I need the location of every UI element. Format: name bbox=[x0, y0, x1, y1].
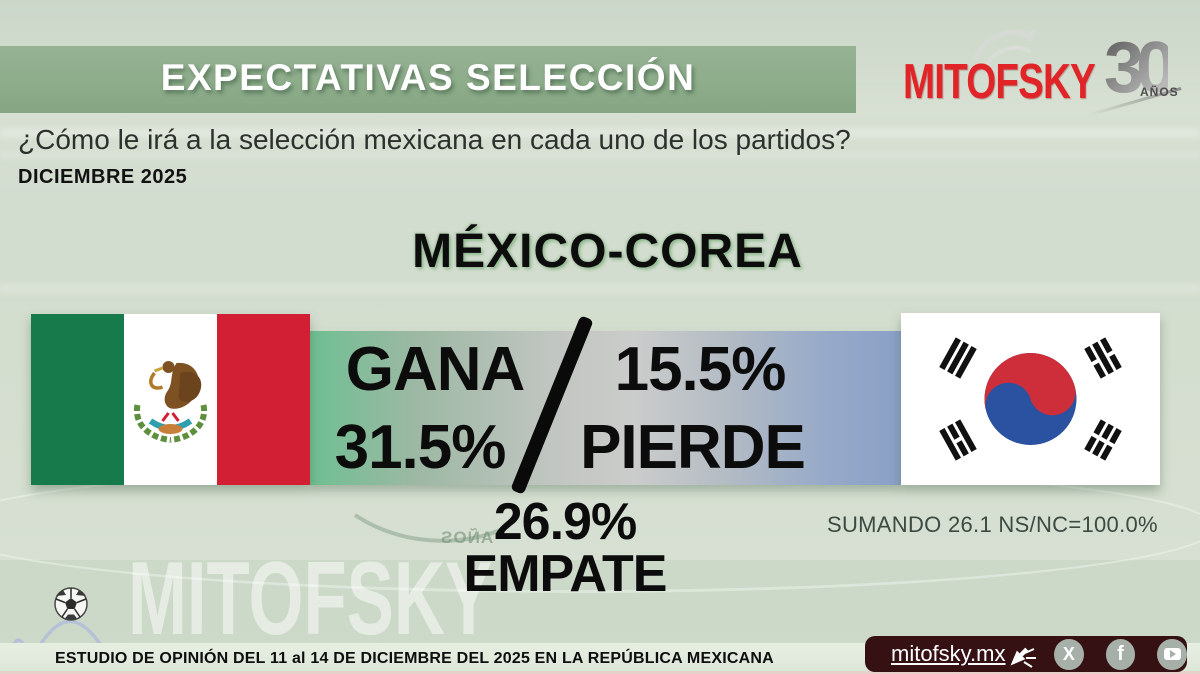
website-bar: mitofsky.mx X f bbox=[865, 636, 1187, 672]
trigram-geon bbox=[939, 337, 977, 379]
swoosh-watermark bbox=[353, 513, 506, 543]
cursor-arrow-icon bbox=[1010, 647, 1037, 668]
page-title: EXPECTATIVAS SELECCIÓN bbox=[160, 57, 696, 98]
lose-value: 15.5% bbox=[614, 335, 787, 404]
win-value: 31.5% bbox=[334, 413, 507, 482]
logo-anos-label: AÑOS bbox=[1140, 85, 1179, 99]
x-social-icon[interactable]: X bbox=[1054, 638, 1084, 670]
draw-label: EMPATE bbox=[463, 545, 668, 603]
win-label: GANA bbox=[345, 335, 526, 404]
background-streak bbox=[0, 152, 1200, 158]
sum-note: SUMANDO 26.1 NS/NC=100.0% bbox=[827, 512, 1158, 537]
website-link[interactable]: mitofsky.mx bbox=[891, 641, 1006, 666]
logo-30-years: 30 bbox=[1104, 28, 1176, 108]
match-title: MÉXICO-COREA bbox=[412, 225, 803, 278]
youtube-play-icon bbox=[1163, 648, 1181, 660]
soccer-ball-icon bbox=[54, 587, 88, 621]
facebook-icon[interactable]: f bbox=[1105, 638, 1136, 670]
survey-date: DICIEMBRE 2025 bbox=[18, 166, 188, 188]
logo-swoosh-icon bbox=[972, 28, 1037, 66]
study-note: ESTUDIO DE OPINIÓN DEL 11 al 14 DE DICIE… bbox=[55, 650, 774, 667]
mexico-coat-of-arms bbox=[133, 361, 208, 443]
result-gradient-bar bbox=[310, 331, 901, 485]
south-korea-flag bbox=[901, 313, 1160, 485]
draw-value: 26.9% bbox=[493, 493, 637, 551]
youtube-icon[interactable] bbox=[1157, 638, 1187, 670]
taegeuk-icon bbox=[984, 353, 1077, 445]
trigram-gam bbox=[1084, 337, 1122, 379]
background-streak bbox=[0, 284, 1200, 293]
brand-watermark: MITOFSKY bbox=[128, 541, 493, 657]
trigram-gon bbox=[1084, 419, 1122, 461]
background-streak bbox=[0, 128, 1200, 138]
survey-question: ¿Cómo le irá a la selección mexicana en … bbox=[18, 124, 851, 155]
trigram-ri bbox=[939, 419, 977, 461]
footer-bottom-strip bbox=[0, 671, 1200, 674]
lose-label: PIERDE bbox=[580, 413, 806, 482]
mexico-flag bbox=[31, 314, 310, 485]
mitofsky-logo: MITOFSKY bbox=[903, 53, 1096, 109]
header-banner: EXPECTATIVAS SELECCIÓN bbox=[0, 46, 856, 113]
